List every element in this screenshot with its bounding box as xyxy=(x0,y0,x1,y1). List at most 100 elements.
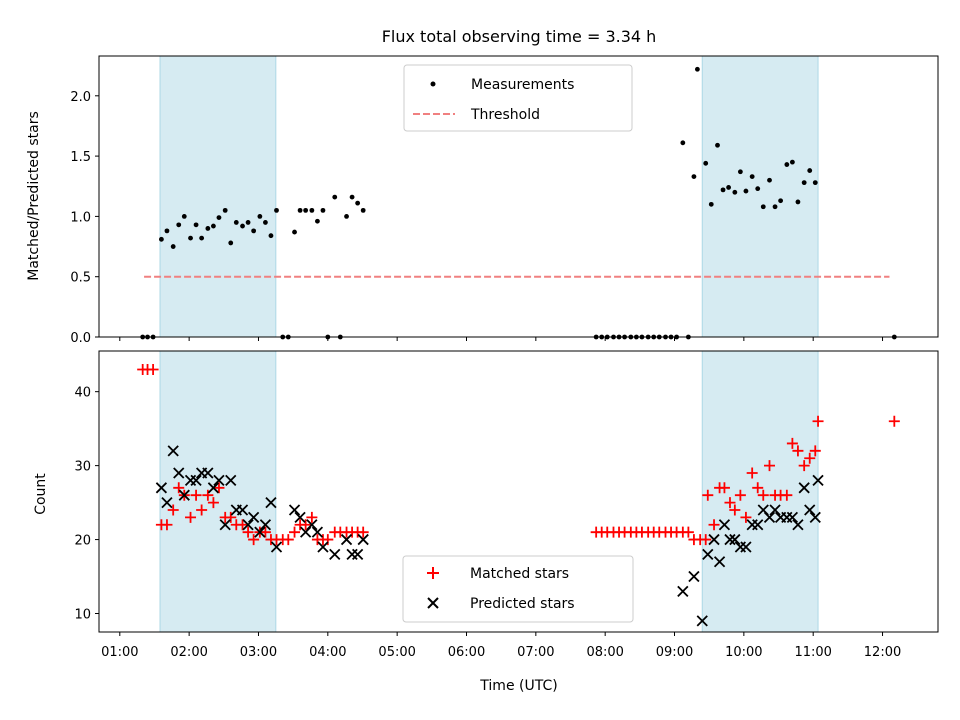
x-tick-label: 08:00 xyxy=(586,645,623,660)
predicted-star-point xyxy=(340,533,353,546)
measurement-point xyxy=(228,240,234,246)
y-tick-label: 2.0 xyxy=(70,90,91,105)
predicted-star-point xyxy=(809,511,821,524)
measurement-point xyxy=(812,180,818,186)
predicted-star-point xyxy=(351,548,364,560)
predicted-star-point xyxy=(696,615,708,627)
measurement-point xyxy=(749,174,755,180)
matched-star-point xyxy=(786,437,798,449)
matched-star-point xyxy=(729,504,741,516)
x-tick-label: 03:00 xyxy=(240,645,277,660)
y-tick-label: 30 xyxy=(74,460,91,475)
matched-star-point xyxy=(225,511,237,523)
matched-star-point xyxy=(757,489,769,501)
predicted-star-point xyxy=(178,489,190,501)
measurement-point xyxy=(772,204,778,210)
predicted-star-point xyxy=(724,533,736,546)
measurement-point xyxy=(164,228,170,234)
x-tick-label: 04:00 xyxy=(309,645,346,660)
legend-threshold-label: Threshold xyxy=(470,107,540,123)
measurement-point xyxy=(743,188,749,194)
matched-star-point xyxy=(740,511,752,523)
legend-measurements-label: Measurements xyxy=(471,77,574,93)
matched-star-point xyxy=(809,445,821,457)
measurement-point xyxy=(355,200,361,206)
measurement-point xyxy=(274,207,279,213)
measurement-point xyxy=(320,207,326,213)
chart-title: Flux total observing time = 3.34 h xyxy=(382,27,657,46)
measurement-point xyxy=(755,186,761,192)
legend-matched-label: Matched stars xyxy=(470,566,569,582)
predicted-star-point xyxy=(357,533,369,546)
matched-star-point xyxy=(746,467,758,479)
y-tick-label: 10 xyxy=(74,608,91,623)
predicted-star-point xyxy=(306,519,318,531)
matched-star-point xyxy=(798,460,810,472)
measurement-point xyxy=(680,140,686,146)
measurement-point xyxy=(205,226,211,231)
matched-star-point xyxy=(173,482,185,494)
matched-star-point xyxy=(213,482,225,494)
measurement-point xyxy=(726,185,731,190)
matched-star-point xyxy=(718,482,730,494)
measurement-point xyxy=(176,222,182,228)
bottom-axes-frame xyxy=(98,350,939,633)
measurement-point xyxy=(193,222,199,228)
measurement-point xyxy=(181,213,187,219)
matched-star-point xyxy=(702,489,714,501)
matched-star-point xyxy=(207,497,219,509)
measurement-point xyxy=(360,207,366,213)
observing-window xyxy=(701,55,819,338)
measurement-point xyxy=(211,223,216,229)
predicted-star-point xyxy=(786,511,799,524)
x-axis-label: Time (UTC) xyxy=(479,678,557,694)
top-legend: Measurements Threshold xyxy=(403,64,633,132)
legend-measurement-marker xyxy=(430,81,436,87)
y-tick-label: 40 xyxy=(74,386,91,401)
predicted-star-point xyxy=(311,526,324,538)
matched-star-point xyxy=(781,489,793,501)
observing-window xyxy=(701,350,819,633)
x-tick-label: 10:00 xyxy=(725,645,762,660)
predicted-star-point xyxy=(207,482,220,494)
measurement-point xyxy=(767,177,772,183)
measurement-point xyxy=(297,207,303,213)
measurement-point xyxy=(332,194,338,200)
measurement-point xyxy=(708,201,714,207)
predicted-star-point xyxy=(288,504,301,516)
legend-matched-marker xyxy=(427,567,439,579)
top-axes-frame xyxy=(98,55,939,338)
predicted-star-point xyxy=(804,504,816,516)
matched-star-point xyxy=(237,519,249,531)
predicted-star-point xyxy=(329,548,341,560)
measurement-point xyxy=(222,207,228,213)
matched-star-point xyxy=(752,482,764,494)
measurement-point xyxy=(691,174,697,180)
x-tick-label: 07:00 xyxy=(517,645,554,660)
measurement-point xyxy=(303,207,309,213)
top-panel: 0.00.51.01.52.0 Matched/Predicted stars … xyxy=(26,55,939,346)
measurement-point xyxy=(170,244,176,249)
predicted-star-point xyxy=(294,511,306,524)
predicted-star-point xyxy=(740,541,752,553)
predicted-star-point xyxy=(254,526,266,538)
predicted-star-point xyxy=(202,467,214,479)
measurement-point xyxy=(216,215,222,221)
matched-star-point xyxy=(682,526,694,538)
x-tick-label: 12:00 xyxy=(864,645,901,660)
predicted-star-point xyxy=(161,496,173,509)
predicted-star-point xyxy=(798,482,810,494)
measurement-point xyxy=(263,220,268,225)
matched-star-point xyxy=(700,534,712,546)
matched-star-point xyxy=(708,519,720,531)
predicted-star-point xyxy=(219,519,231,531)
matched-star-point xyxy=(259,526,271,538)
measurement-point xyxy=(760,204,766,210)
predicted-star-point xyxy=(155,482,168,494)
matched-star-point xyxy=(185,511,197,523)
predicted-star-point xyxy=(769,504,781,516)
matched-star-point xyxy=(202,489,214,501)
x-tick-label: 11:00 xyxy=(794,645,831,660)
x-tick-label: 01:00 xyxy=(101,645,138,660)
